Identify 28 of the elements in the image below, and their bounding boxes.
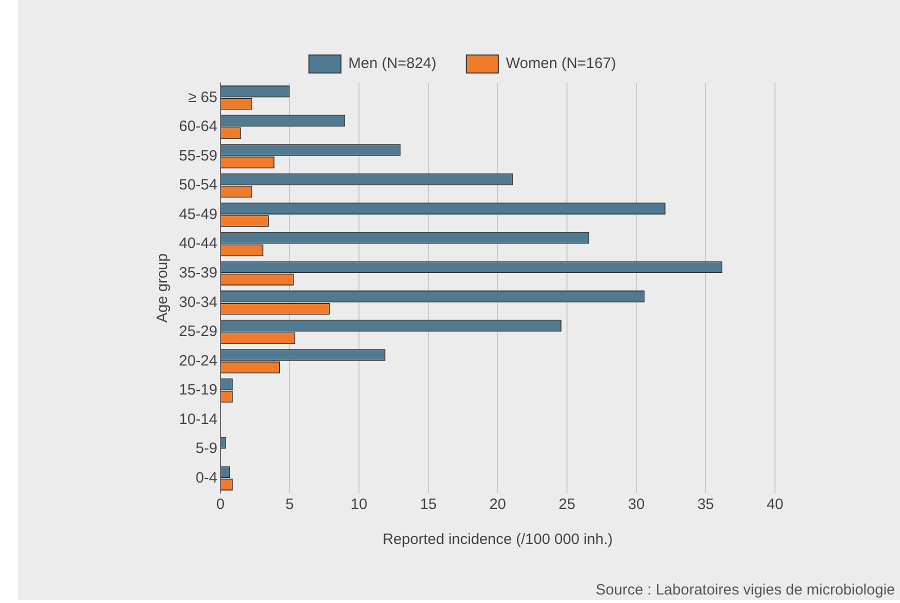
x-tick-label: 40: [766, 496, 784, 514]
y-axis-title: Age group: [154, 253, 172, 323]
y-tick-label: 45-49: [178, 206, 218, 223]
y-tick-label: 55-59: [178, 147, 218, 164]
y-tick-label: ≥ 65: [188, 88, 218, 106]
y-tick-label: 30-34: [178, 294, 218, 311]
y-tick-label: 20-24: [178, 352, 218, 370]
x-axis-title: Reported incidence (/100 000 inh.): [382, 531, 613, 548]
y-tick-label: 10-14: [178, 410, 218, 428]
source-note: Source : Laboratoires vigies de microbiologie: [596, 582, 895, 599]
y-tick-label: 0-4: [196, 470, 218, 486]
y-tick-label: 15-19: [178, 382, 218, 399]
x-tick-label: 35: [697, 496, 714, 514]
y-tick-label: 50-54: [178, 176, 218, 194]
y-tick-label: 40-44: [178, 235, 218, 252]
y-tick-label: 60-64: [178, 118, 218, 136]
x-tick-label: 0: [216, 496, 225, 514]
legend-label: Women (N=167): [506, 55, 616, 72]
x-tick-label: 10: [350, 496, 368, 514]
y-tick-label: 35-39: [178, 264, 218, 282]
x-tick-label: 5: [286, 496, 294, 514]
y-tick-label: 25-29: [178, 323, 218, 340]
x-tick-label: 20: [489, 496, 506, 514]
y-tick-label: 5-9: [196, 440, 218, 458]
legend-label: Men (N=824): [348, 55, 436, 72]
x-tick-label: 25: [558, 496, 576, 514]
x-tick-label: 15: [420, 496, 437, 514]
x-tick-label: 30: [628, 496, 645, 514]
